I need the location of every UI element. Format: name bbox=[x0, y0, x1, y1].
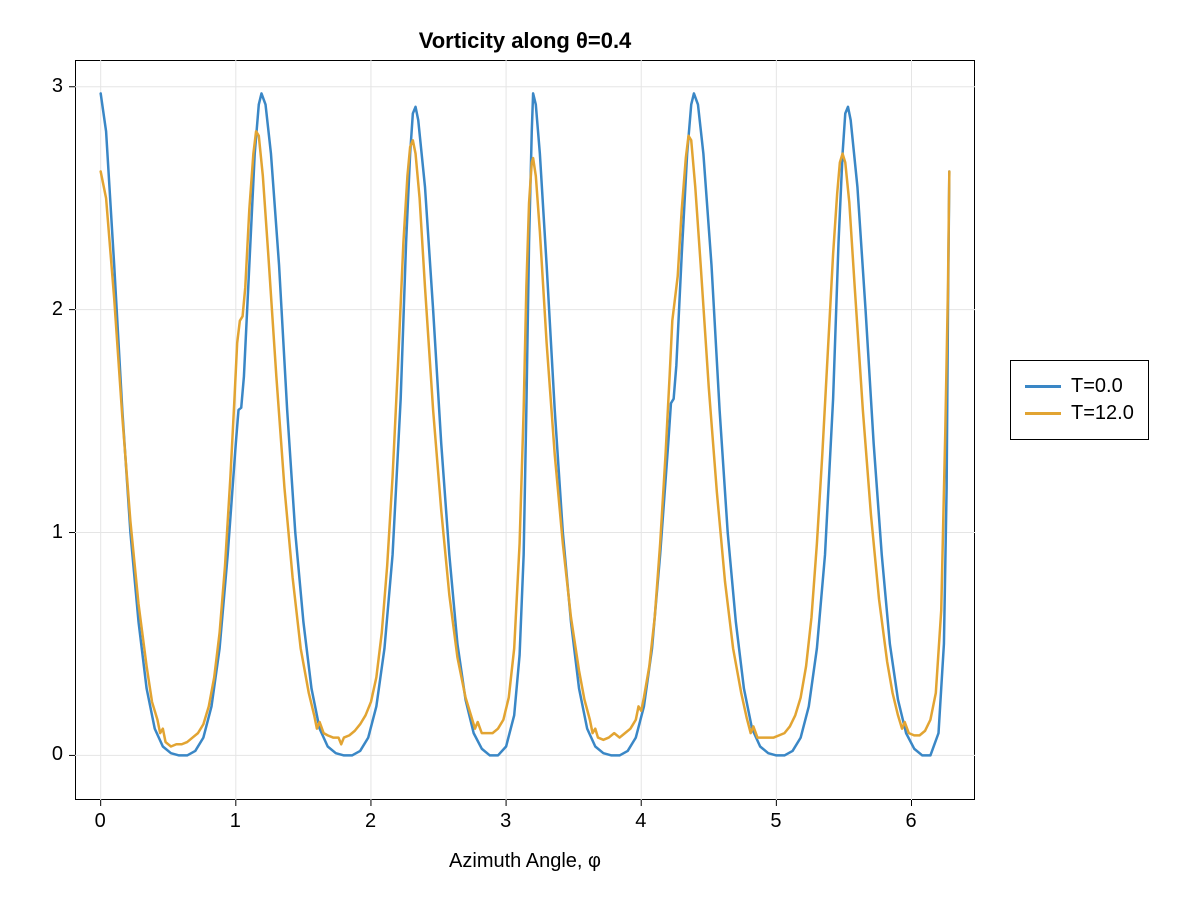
legend-item: T=0.0 bbox=[1025, 375, 1134, 398]
x-tick-label: 1 bbox=[230, 810, 241, 833]
legend-swatch bbox=[1025, 412, 1061, 415]
x-axis-label: Azimuth Angle, φ bbox=[75, 850, 975, 873]
x-tick-label: 5 bbox=[770, 810, 781, 833]
data-lines bbox=[0, 0, 1200, 900]
y-tick-label: 2 bbox=[52, 298, 63, 321]
legend-label: T=0.0 bbox=[1071, 375, 1123, 398]
legend: T=0.0 T=12.0 bbox=[1010, 360, 1149, 440]
legend-label: T=12.0 bbox=[1071, 402, 1134, 425]
y-tick-label: 3 bbox=[52, 75, 63, 98]
legend-swatch bbox=[1025, 385, 1061, 388]
x-tick-label: 4 bbox=[635, 810, 646, 833]
chart-container: Vorticity along θ=0.4 Azimuth Angle, φ T… bbox=[0, 0, 1200, 900]
x-tick-label: 2 bbox=[365, 810, 376, 833]
series-T=0.0 bbox=[101, 93, 950, 755]
x-tick-label: 0 bbox=[95, 810, 106, 833]
y-tick-label: 1 bbox=[52, 521, 63, 544]
y-tick-label: 0 bbox=[52, 743, 63, 766]
x-tick-label: 6 bbox=[905, 810, 916, 833]
legend-item: T=12.0 bbox=[1025, 402, 1134, 425]
x-tick-label: 3 bbox=[500, 810, 511, 833]
